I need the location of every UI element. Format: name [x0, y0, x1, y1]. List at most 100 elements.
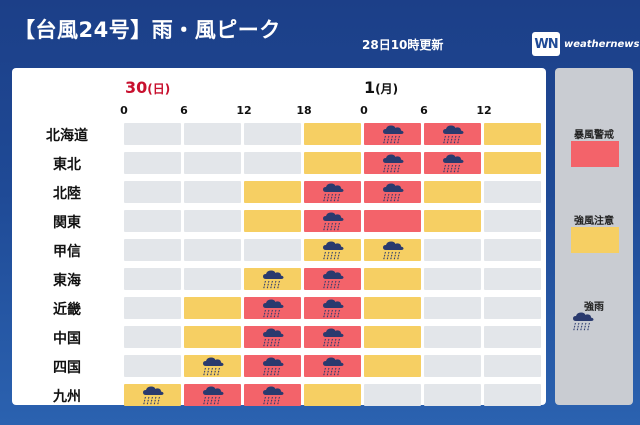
heavy-rain-icon — [142, 386, 163, 405]
forecast-cell — [184, 326, 241, 348]
day-label-monday: 1(月) — [364, 78, 398, 97]
forecast-cell — [424, 384, 481, 406]
forecast-cell — [484, 123, 541, 145]
forecast-cell — [184, 239, 241, 261]
forecast-cell — [124, 181, 181, 203]
hour-tick: 6 — [180, 104, 188, 117]
hour-tick: 0 — [360, 104, 368, 117]
forecast-cell — [484, 268, 541, 290]
heavy-rain-icon — [322, 241, 343, 260]
day-weekday: (日) — [147, 82, 171, 96]
weathernews-logo: WN weathernews — [532, 31, 639, 57]
heavy-rain-icon — [262, 328, 283, 347]
logo-text: weathernews — [564, 38, 640, 50]
forecast-cell — [304, 123, 361, 145]
forecast-cell — [304, 152, 361, 174]
heavy-rain-icon — [262, 270, 283, 289]
forecast-cell — [184, 384, 241, 406]
forecast-cell — [364, 181, 421, 203]
heavy-rain-icon — [382, 241, 403, 260]
forecast-cell — [184, 268, 241, 290]
legend-label-storm-warning: 暴風警戒 — [574, 130, 614, 141]
forecast-cell — [244, 123, 301, 145]
forecast-cell — [184, 181, 241, 203]
forecast-cell — [424, 210, 481, 232]
forecast-cell — [244, 181, 301, 203]
forecast-cell — [184, 152, 241, 174]
day-label-sunday: 30(日) — [125, 78, 170, 97]
forecast-cell — [484, 210, 541, 232]
region-label: 甲信 — [53, 244, 81, 260]
legend-swatch-strong-wind — [571, 227, 619, 253]
region-label: 九州 — [53, 389, 81, 405]
day-date: 30 — [125, 78, 148, 97]
forecast-cell — [424, 239, 481, 261]
page-title: 【台風24号】雨・風ピーク — [14, 18, 281, 42]
forecast-cell — [124, 268, 181, 290]
forecast-cell — [484, 181, 541, 203]
hour-tick: 18 — [296, 104, 312, 117]
logo-mark: WN — [532, 32, 560, 56]
forecast-cell — [184, 123, 241, 145]
heavy-rain-icon — [442, 154, 463, 173]
forecast-cell — [244, 210, 301, 232]
forecast-cell — [124, 210, 181, 232]
heavy-rain-icon — [382, 125, 403, 144]
heavy-rain-icon — [382, 183, 403, 202]
legend-heavy-rain-icon — [571, 311, 619, 337]
heavy-rain-icon — [202, 357, 223, 376]
forecast-cell — [364, 123, 421, 145]
forecast-cell — [124, 384, 181, 406]
forecast-cell — [484, 239, 541, 261]
forecast-cell — [364, 210, 421, 232]
forecast-cell — [304, 210, 361, 232]
heavy-rain-icon — [202, 386, 223, 405]
forecast-cell — [184, 210, 241, 232]
day-weekday: (月) — [375, 82, 399, 96]
forecast-cell — [484, 384, 541, 406]
forecast-cell — [424, 355, 481, 377]
forecast-cell — [244, 355, 301, 377]
forecast-cell — [364, 268, 421, 290]
heavy-rain-icon — [573, 312, 594, 331]
forecast-cell — [424, 297, 481, 319]
heavy-rain-icon — [322, 357, 343, 376]
hour-tick: 0 — [120, 104, 128, 117]
forecast-cell — [124, 355, 181, 377]
forecast-cell — [244, 326, 301, 348]
forecast-cell — [184, 297, 241, 319]
forecast-cell — [364, 355, 421, 377]
forecast-cell — [244, 268, 301, 290]
forecast-cell — [244, 152, 301, 174]
forecast-cell — [484, 355, 541, 377]
forecast-cell — [304, 181, 361, 203]
heavy-rain-icon — [262, 386, 283, 405]
forecast-cell — [124, 239, 181, 261]
region-label: 四国 — [53, 360, 81, 376]
forecast-cell — [484, 326, 541, 348]
heavy-rain-icon — [262, 357, 283, 376]
forecast-cell — [124, 326, 181, 348]
forecast-cell — [424, 181, 481, 203]
heavy-rain-icon — [322, 212, 343, 231]
forecast-cell — [124, 297, 181, 319]
forecast-cell — [364, 152, 421, 174]
forecast-cell — [484, 152, 541, 174]
forecast-cell — [304, 268, 361, 290]
hour-tick: 12 — [236, 104, 252, 117]
heavy-rain-icon — [322, 328, 343, 347]
forecast-cell — [364, 326, 421, 348]
heavy-rain-icon — [442, 125, 463, 144]
heavy-rain-icon — [262, 299, 283, 318]
forecast-table: 30(日) 1(月) 0 6 12 18 0 6 12 北海道 東北 北陸 関東 甲信 東海 近畿 中国 四国… — [12, 68, 546, 406]
forecast-cell — [424, 123, 481, 145]
forecast-cell — [244, 297, 301, 319]
forecast-cell — [124, 123, 181, 145]
forecast-cell — [244, 384, 301, 406]
day-date: 1 — [364, 78, 376, 97]
region-label: 関東 — [53, 215, 81, 231]
forecast-cell — [244, 239, 301, 261]
forecast-cell — [304, 326, 361, 348]
heavy-rain-icon — [322, 183, 343, 202]
forecast-cell — [364, 384, 421, 406]
